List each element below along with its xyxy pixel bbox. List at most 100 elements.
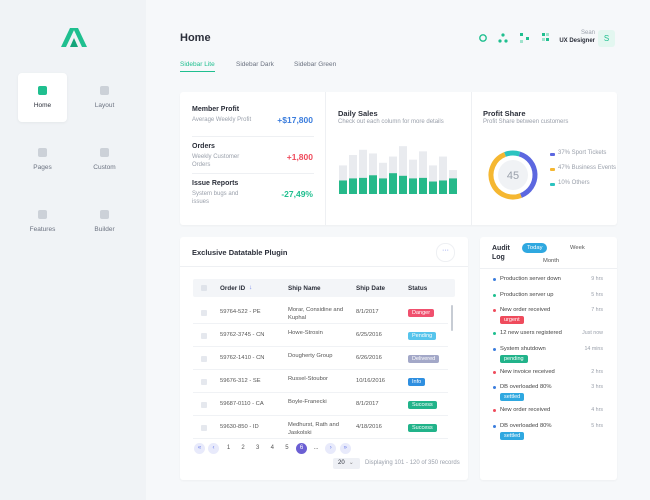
sidebar: Home Layout Pages Custom Features Builder [0, 0, 146, 500]
audit-time: 9 hrs [591, 276, 603, 282]
donut-center: 45 [507, 170, 519, 182]
bar [429, 181, 437, 194]
legend-swatch [550, 153, 555, 156]
audit-time: 14 mins [584, 345, 603, 352]
status-badge: Danger [408, 309, 435, 317]
column-header[interactable]: Status [408, 285, 428, 292]
column-header[interactable]: Ship Date [356, 285, 386, 292]
checkbox[interactable] [201, 285, 207, 291]
stat-value: +$17,800 [277, 115, 313, 125]
checkbox[interactable] [201, 402, 207, 408]
first-page[interactable]: « [194, 443, 205, 454]
row-divider [193, 323, 448, 324]
card-title: Daily Sales [338, 109, 378, 118]
order-id: 59687-0110 - CA [220, 401, 264, 407]
bar [419, 177, 427, 194]
row-divider [193, 415, 448, 416]
status-badge: Success [408, 401, 437, 409]
ship-date: 8/1/2017 [356, 401, 379, 407]
nav-item[interactable]: Features [18, 197, 67, 246]
bar-background [349, 155, 357, 194]
last-page[interactable]: » [339, 443, 351, 454]
tab[interactable]: Sidebar Green [294, 61, 337, 68]
prev-page[interactable]: ‹ [208, 443, 219, 454]
ship-name: Boyle-Franecki [288, 399, 327, 405]
more-button[interactable]: ··· [436, 243, 455, 262]
page-number[interactable]: 6 [296, 443, 307, 454]
records-summary: Displaying 101 - 120 of 350 records [365, 460, 460, 466]
card-subtitle: Profit Share between customers [483, 119, 569, 125]
column-header[interactable]: Ship Name [288, 285, 321, 292]
order-id: 59762-1410 - CN [220, 355, 265, 361]
checkbox[interactable] [201, 356, 207, 362]
avatar[interactable]: S [598, 30, 615, 47]
daily-sales-chart [339, 146, 457, 194]
ship-name: Howe-Strosin [288, 330, 323, 336]
nav-icon [100, 210, 109, 219]
ship-name: Dougherty Group [288, 353, 333, 359]
audit-dot [493, 386, 496, 389]
sort-icon[interactable]: ↓ [249, 284, 253, 291]
legend-label: 37% Sport Tickets [558, 150, 607, 156]
bar [439, 180, 447, 194]
nav-item[interactable]: Layout [80, 73, 129, 122]
audit-tab[interactable]: Week [570, 245, 585, 251]
ship-date: 10/16/2016 [356, 378, 386, 384]
card-title: Audit Log [492, 245, 510, 261]
tab[interactable]: Sidebar Lite [180, 61, 215, 72]
card-subtitle: Check out each column for more details [338, 119, 444, 125]
page-number[interactable]: 2 [241, 445, 245, 451]
ellipsis: ... [313, 445, 319, 451]
page-number[interactable]: 3 [256, 445, 260, 451]
ship-date: 4/18/2016 [356, 424, 382, 430]
ship-date: 8/1/2017 [356, 309, 379, 315]
page-number[interactable]: 4 [270, 445, 274, 451]
page-number[interactable]: 5 [285, 445, 289, 451]
legend-swatch [550, 168, 555, 171]
column-header[interactable]: Order ID [220, 285, 246, 292]
audit-time: 5 hrs [591, 422, 603, 429]
checkbox[interactable] [201, 379, 207, 385]
nav-label: Custom [93, 164, 116, 171]
nav-icon [38, 148, 47, 157]
nav-icon [100, 148, 109, 157]
bar-background [439, 156, 447, 194]
audit-dot [493, 278, 496, 281]
order-id: 59764-522 - PE [220, 309, 261, 315]
bar-background [339, 165, 347, 194]
ship-name: Morar, Considine and Kuphal [288, 307, 344, 321]
status-badge: Delivered [408, 355, 440, 363]
nav-item[interactable]: Home [18, 73, 67, 122]
checkbox[interactable] [201, 333, 207, 339]
nav-item[interactable]: Pages [18, 135, 67, 184]
page-size[interactable]: 20 ⌄ [333, 458, 360, 469]
audit-tab[interactable]: Today [522, 243, 548, 253]
page-number[interactable]: 1 [226, 445, 231, 451]
audit-text: Production server up [500, 291, 554, 298]
audit-text: New order received [500, 307, 551, 313]
nav-item[interactable]: Builder [80, 197, 129, 246]
nav-item[interactable]: Custom [80, 135, 129, 184]
nav-label: Pages [33, 164, 52, 171]
ship-name: Medhurst, Rath and Jaskolski [288, 422, 339, 436]
tab[interactable]: Sidebar Dark [236, 61, 274, 68]
stat-title: Member Profit [192, 106, 240, 113]
next-page[interactable]: › [325, 443, 337, 454]
audit-text: 12 new users registered [500, 330, 562, 336]
bar [389, 173, 397, 194]
nav-icon [38, 210, 47, 219]
audit-text: Production server down [500, 276, 561, 282]
table-header [193, 279, 455, 297]
order-id: 59762-3745 - CN [220, 332, 265, 338]
audit-tab[interactable]: Month [543, 258, 560, 264]
checkbox[interactable] [201, 425, 207, 431]
checkbox[interactable] [201, 310, 207, 316]
order-id: 59676-312 - SE [220, 378, 261, 384]
audit-dot [493, 370, 496, 374]
donut-inner [498, 160, 528, 190]
card-title: Exclusive Datatable Plugin [192, 248, 288, 257]
audit-text: System shutdown [500, 345, 546, 352]
audit-time: 5 hrs [591, 291, 603, 298]
